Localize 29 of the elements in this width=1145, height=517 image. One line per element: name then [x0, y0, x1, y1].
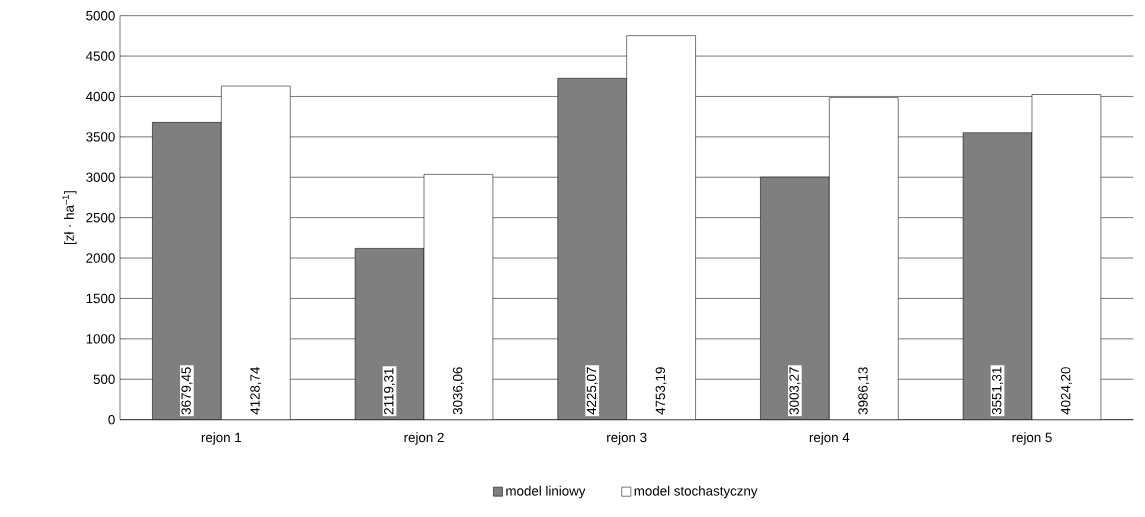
data-label: 3679,45: [181, 367, 193, 415]
x-tick-label: rejon 4: [809, 432, 850, 445]
data-label: 4753,19: [655, 367, 667, 415]
legend-label: model stochastyczny: [634, 485, 758, 499]
x-tick-label: rejon 2: [404, 432, 444, 445]
data-label: 3986,13: [858, 367, 870, 415]
x-tick-label: rejon 1: [201, 432, 242, 445]
y-tick-label: 4000: [85, 91, 115, 102]
y-tick-label: 2000: [86, 253, 115, 263]
y-tick-label: 500: [93, 374, 115, 384]
legend-label: model liniowy: [506, 485, 586, 499]
data-label: 4225,07: [586, 367, 598, 415]
y-tick-label: 2500: [86, 212, 115, 223]
y-tick-label: 4500: [85, 51, 115, 61]
data-label: 3003,27: [789, 367, 801, 415]
data-label: 2119,31: [384, 368, 396, 415]
y-tick-label: 0: [108, 414, 115, 425]
data-label: 4024,20: [1060, 367, 1072, 415]
y-tick-label: 1500: [86, 293, 115, 304]
y-tick-label: 3000: [86, 172, 115, 182]
x-tick-label: rejon 3: [607, 432, 647, 445]
y-tick-label: 1000: [86, 334, 115, 344]
y-tick-label: 3500: [86, 132, 115, 142]
data-label: 3036,06: [452, 367, 464, 415]
y-axis-title: [zł · ha$^{–1}$]: [62, 191, 77, 245]
x-tick-label: rejon 5: [1012, 432, 1052, 445]
data-label: 4128,74: [250, 367, 262, 415]
data-label: 3551,31: [992, 367, 1004, 415]
y-tick-label: 5000: [86, 10, 115, 21]
